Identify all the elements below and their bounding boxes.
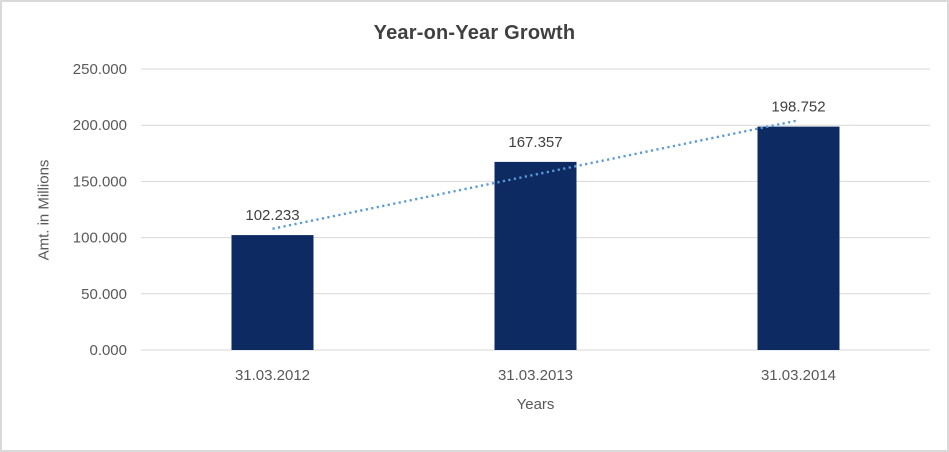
x-tick-label: 31.03.2012	[235, 367, 310, 384]
y-tick-label: 250.000	[73, 61, 127, 78]
bar-data-label: 102.233	[245, 207, 299, 224]
chart-title: Year-on-Year Growth	[373, 22, 576, 44]
y-tick-label: 100.000	[73, 230, 127, 247]
y-tick-label: 150.000	[73, 173, 127, 190]
bar	[494, 161, 577, 350]
x-axis-title: Years	[516, 396, 555, 413]
x-tick-label: 31.03.2014	[761, 367, 836, 384]
bar	[231, 235, 314, 350]
x-tick-label: 31.03.2013	[498, 367, 573, 384]
y-tick-label: 0.000	[89, 342, 127, 359]
y-tick-label: 200.000	[73, 117, 127, 134]
bar	[757, 126, 840, 350]
bar-data-label: 198.752	[771, 99, 825, 116]
y-axis-title: Amt. in Millions	[35, 159, 53, 261]
bar-data-label: 167.357	[508, 134, 562, 151]
y-tick-label: 50.000	[81, 286, 127, 303]
